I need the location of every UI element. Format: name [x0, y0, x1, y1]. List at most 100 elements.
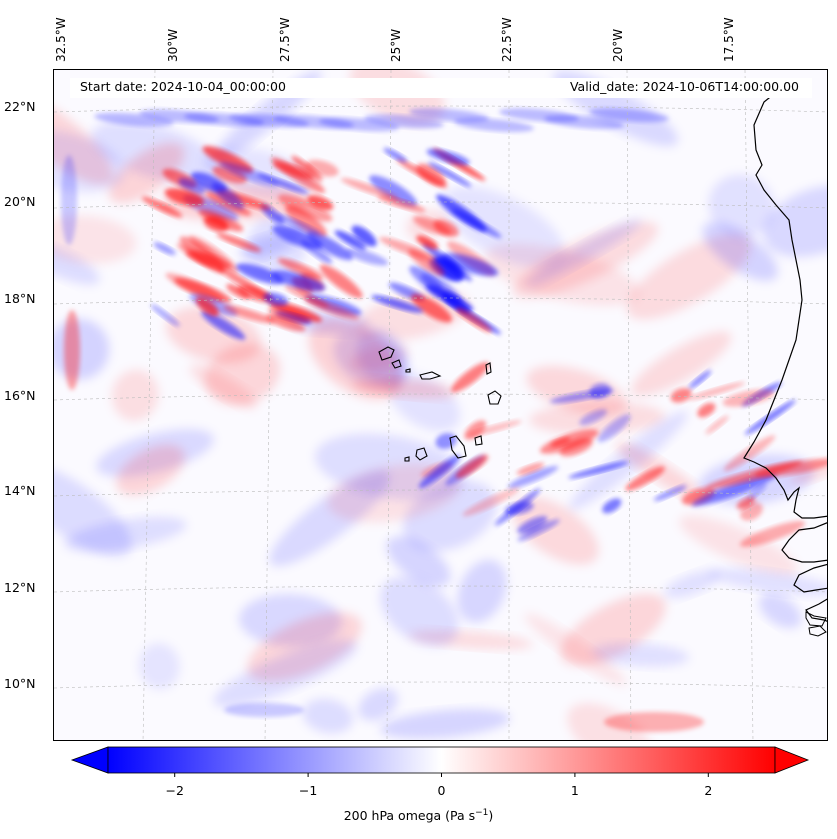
omega-contour-blob	[201, 310, 246, 340]
omega-contour-blob	[226, 284, 250, 300]
colorbar-label: 200 hPa omega (Pa s−1)	[343, 808, 494, 824]
omega-field-map	[54, 70, 827, 740]
omega-contour-blob	[709, 568, 827, 596]
omega-contour-blob	[263, 292, 288, 306]
latitude-label: 22°N	[4, 99, 36, 114]
omega-contour-blob	[308, 318, 402, 400]
omega-contour-blob	[166, 306, 262, 363]
omega-contour-blob	[625, 466, 665, 491]
omega-contour-blob	[747, 483, 767, 500]
colorbar-tick-label: 2	[704, 783, 713, 798]
island-brava	[404, 456, 410, 462]
colorbar	[70, 746, 810, 777]
omega-contour-blob	[61, 155, 77, 245]
omega-contour-blob	[517, 516, 548, 534]
longitude-label: 30°W	[166, 28, 180, 62]
omega-contour-blob	[723, 435, 776, 472]
omega-contour-blob	[418, 454, 461, 489]
omega-contour-blob	[416, 235, 439, 250]
omega-contour-blob	[664, 570, 720, 599]
omega-contour-blob	[178, 178, 206, 195]
omega-contour-blob	[604, 712, 704, 732]
omega-contour-blob	[457, 559, 507, 623]
omega-contour-blob	[539, 429, 599, 454]
omega-contour-blob	[386, 536, 451, 587]
omega-contour-blob	[681, 487, 716, 505]
omega-contour-blob	[224, 703, 304, 717]
colorbar-extend-high	[774, 746, 810, 774]
omega-contour-blob	[602, 498, 622, 514]
coast-island-b	[808, 625, 827, 637]
latitude-label: 18°N	[4, 291, 36, 306]
island-boa-vista	[487, 390, 502, 405]
omega-contour-blob	[759, 593, 802, 629]
island-sal	[485, 362, 492, 375]
date-header-band	[70, 78, 812, 98]
omega-contour-blob	[702, 222, 778, 281]
omega-contour-blob	[211, 182, 244, 210]
coast-island-a	[805, 611, 827, 627]
omega-contour-blob	[198, 209, 244, 232]
omega-contour-blob	[219, 161, 280, 187]
omega-contour-blob	[265, 314, 306, 332]
omega-contour-blob	[165, 272, 225, 303]
omega-contour-blob	[739, 521, 806, 547]
lat-lon-gridlines	[54, 70, 827, 740]
island-sao-vicente	[391, 359, 402, 369]
omega-contour-blob	[507, 465, 559, 489]
omega-contour-blob	[597, 414, 631, 443]
longitude-label: 22.5°W	[500, 17, 514, 62]
omega-contour-blob	[271, 270, 326, 292]
omega-contour-blob	[568, 461, 629, 479]
island-santa-luzia	[405, 368, 411, 373]
omega-contour-blob	[670, 388, 692, 403]
omega-contour-blob	[223, 305, 275, 324]
omega-contour-blob	[54, 215, 137, 264]
omega-contour-blob	[567, 703, 654, 740]
omega-contour-blob	[544, 115, 624, 130]
omega-contour-blob	[516, 462, 545, 475]
omega-contour-blob	[494, 488, 541, 526]
omega-contour-blob	[116, 444, 185, 496]
parallel-line	[54, 585, 827, 593]
omega-contour-blob	[216, 233, 262, 252]
omega-contour-blob	[550, 437, 571, 447]
omega-contour-blob	[380, 709, 510, 739]
omega-contour-blob	[54, 130, 125, 193]
omega-contour-blob	[408, 249, 445, 276]
omega-contour-blob	[284, 285, 329, 308]
omega-contour-blob	[212, 165, 248, 184]
omega-contour-blob	[462, 487, 520, 517]
omega-contour-blob	[164, 188, 205, 207]
omega-contour-blob	[176, 243, 225, 274]
parallel-line	[54, 393, 827, 401]
omega-contour-blob	[740, 502, 763, 521]
meridian-line	[264, 70, 274, 740]
parallel-line	[54, 489, 827, 497]
colorbar-ticks	[174, 773, 709, 777]
omega-contour-blob	[271, 157, 326, 194]
omega-contour-blob	[380, 576, 459, 647]
omega-contour-blob	[436, 194, 487, 232]
island-santiago	[449, 435, 467, 459]
omega-contour-blob	[589, 108, 669, 123]
longitude-label: 17.5°W	[722, 17, 736, 62]
omega-contour-blob	[705, 415, 729, 435]
omega-contour-blob	[754, 458, 827, 478]
omega-contour-blob	[679, 515, 798, 576]
omega-contour-blob	[291, 155, 323, 182]
omega-contour-blob	[433, 256, 465, 281]
colorbar-gradient	[107, 746, 776, 774]
omega-contour-blob	[278, 194, 333, 222]
omega-contour-blob	[150, 304, 180, 327]
meridian-line	[626, 70, 632, 740]
omega-contour-blob	[455, 307, 492, 333]
meridian-line	[386, 70, 392, 740]
omega-contour-blob	[217, 266, 274, 301]
omega-contour-blob	[369, 175, 418, 207]
omega-contour-blob	[153, 242, 176, 255]
omega-contour-blob	[512, 496, 599, 565]
latitude-label: 16°N	[4, 388, 36, 403]
longitude-label: 27.5°W	[278, 17, 292, 62]
omega-contour-blob	[697, 402, 716, 418]
